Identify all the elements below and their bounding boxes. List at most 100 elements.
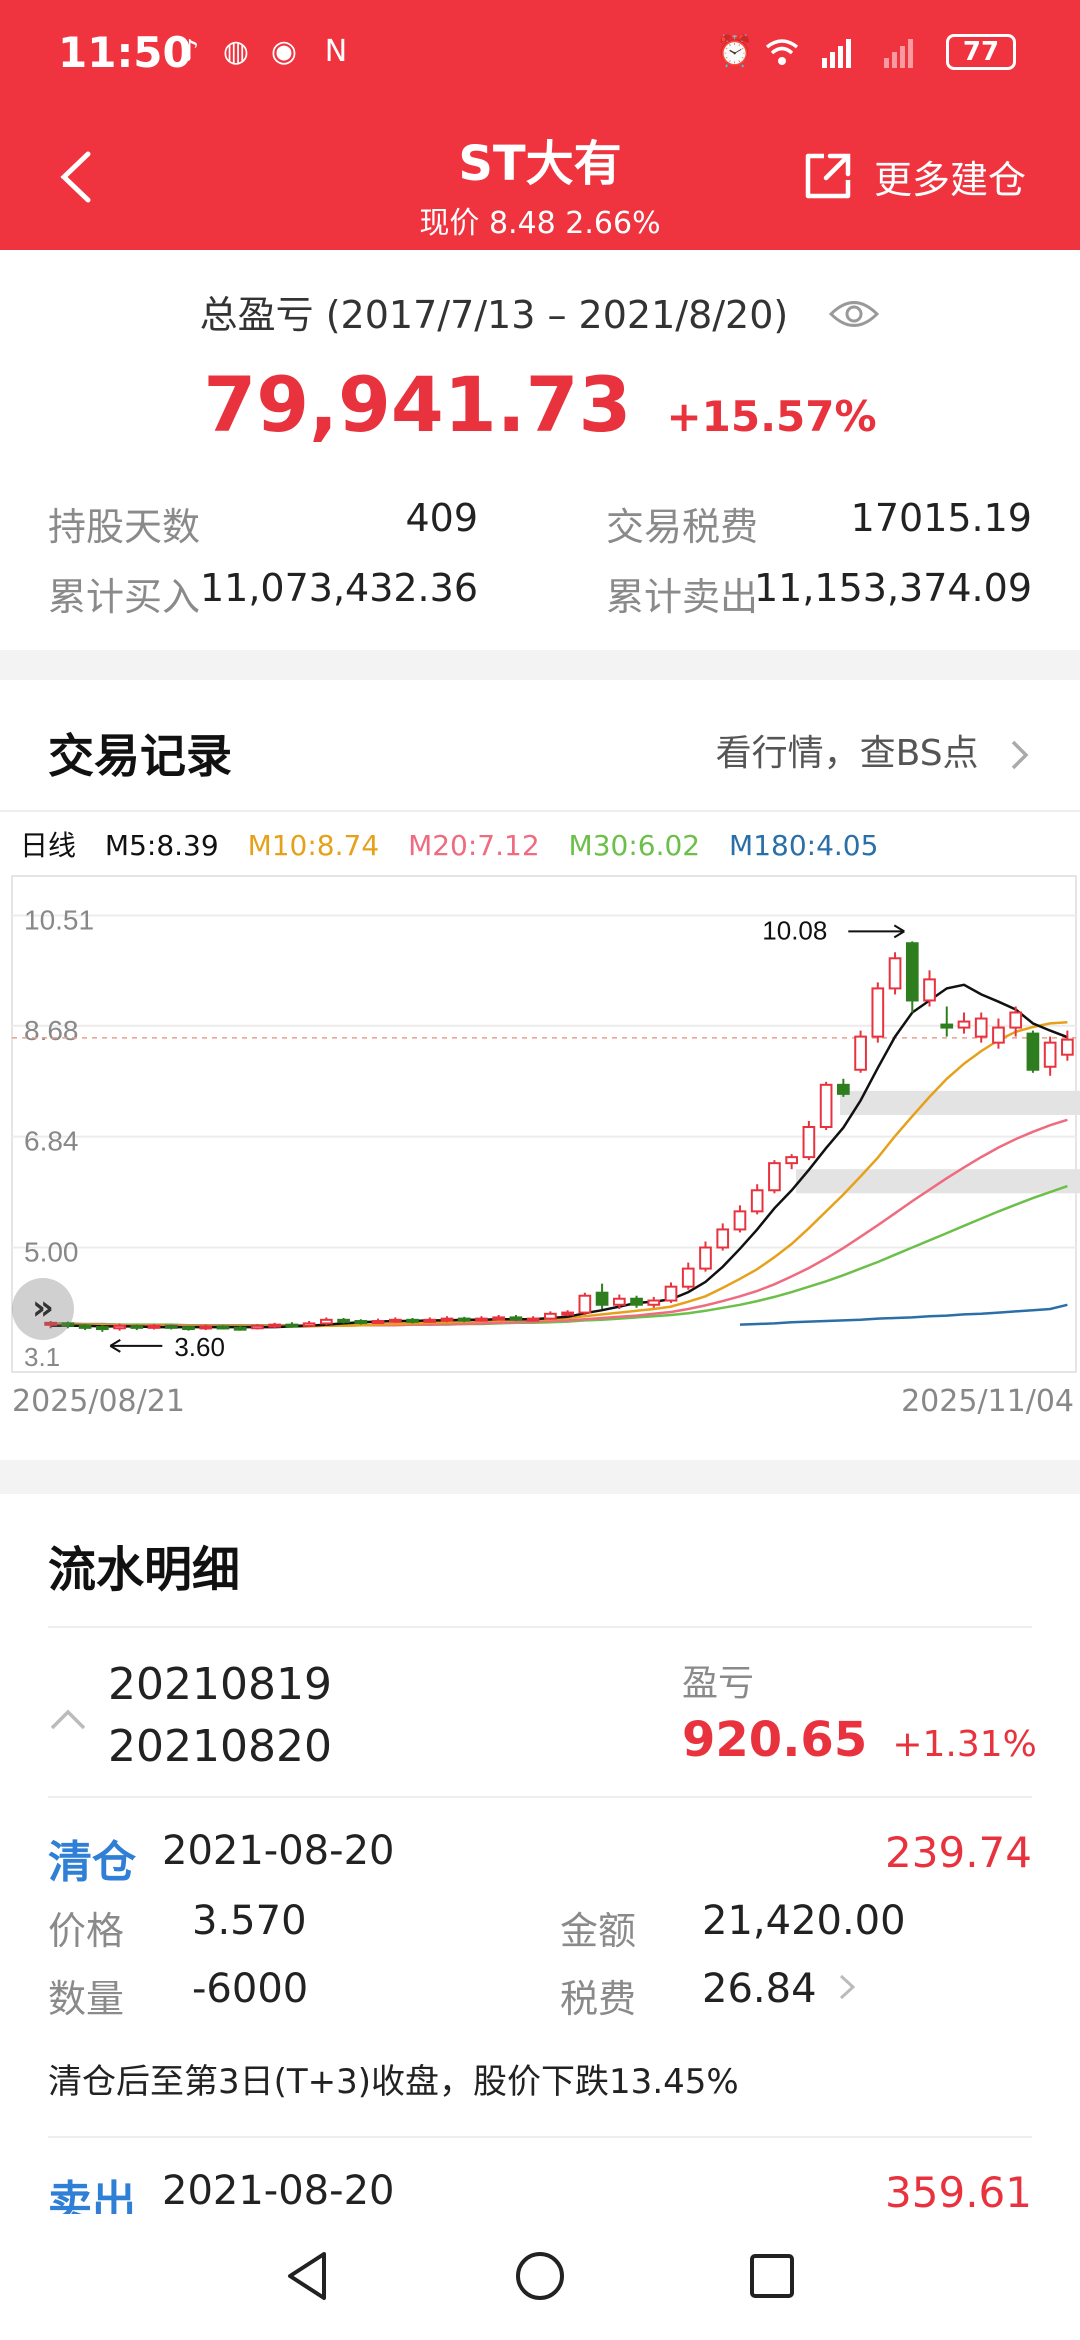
gap-band xyxy=(840,1090,1080,1115)
stat-label: 交易税费 xyxy=(606,505,759,549)
summary-card: 总盈亏 (2017/7/13 – 2021/8/20) 79,941.73 +1… xyxy=(0,250,1080,650)
candle-up xyxy=(492,1316,506,1321)
eye-icon[interactable] xyxy=(828,296,880,340)
candle-up xyxy=(302,1322,316,1327)
fee-label: 税费 xyxy=(560,1977,637,2021)
signal-5g-icon xyxy=(818,34,854,70)
candle-down xyxy=(837,1083,850,1095)
ma-line-m30 xyxy=(50,1184,1068,1327)
candle-up xyxy=(1061,1038,1074,1056)
candle-up xyxy=(819,1083,833,1128)
candle-up xyxy=(974,1017,988,1038)
eye-notification-icon: ◉ xyxy=(270,34,298,69)
stat-fees: 交易税费 17015.19 xyxy=(606,496,1032,551)
title-block: ST大有 现价 8.48 2.66% xyxy=(300,124,780,242)
candle-up xyxy=(699,1246,712,1270)
nfc-icon: Ν xyxy=(324,34,348,69)
candle-up xyxy=(44,1321,57,1326)
total-pnl-value: 79,941.73 xyxy=(203,360,632,449)
high-arrow-head xyxy=(893,924,905,939)
chart-frame xyxy=(11,875,1077,1373)
candle-down xyxy=(940,1023,954,1029)
price-label: 价格 xyxy=(48,1909,125,1953)
candle-up xyxy=(716,1228,730,1249)
y-tick-label: 8.68 xyxy=(24,1015,79,1046)
candle-down xyxy=(130,1324,144,1329)
tx-amount: 359.61 xyxy=(885,2168,1032,2217)
tx-date: 2021-08-20 xyxy=(162,1828,395,1874)
candle-down xyxy=(354,1320,368,1325)
ma-line-m180 xyxy=(739,1303,1068,1326)
period-text: 总盈亏 (2017/7/13 – 2021/8/20) xyxy=(199,293,789,337)
legend-m5: M5:8.39 xyxy=(104,829,219,862)
candle-up xyxy=(1009,1011,1023,1029)
nav-back-icon[interactable] xyxy=(280,2248,336,2308)
candle-up xyxy=(992,1026,1005,1044)
fee-amount: 26.84 xyxy=(702,1966,817,2012)
expand-chart-button[interactable]: » xyxy=(12,1278,74,1340)
legend-m180: M180:4.05 xyxy=(729,829,879,862)
candle-down xyxy=(337,1318,350,1323)
nav-recents-icon[interactable] xyxy=(744,2248,800,2308)
trade-records-card: 交易记录 看行情，查BS点 日线 M5:8.39 M10:8.74 M20:7.… xyxy=(0,680,1080,1460)
candle-down xyxy=(78,1324,92,1329)
sum-value: 21,420.00 xyxy=(702,1898,906,1944)
more-positions-button[interactable]: 更多建仓 xyxy=(800,148,1026,204)
period-line: 总盈亏 (2017/7/13 – 2021/8/20) xyxy=(0,284,1080,340)
group-pnl-percent: +1.31% xyxy=(892,1724,1037,1765)
candle-up xyxy=(544,1312,557,1320)
candle-down xyxy=(630,1297,643,1306)
app-header: 11:50 ♪ ◍ ◉ Ν ⏰ 77 ST大有 现价 8.48 2.66% 更多… xyxy=(0,0,1080,250)
trade-records-title: 交易记录 xyxy=(48,729,232,783)
ma-line-m5 xyxy=(50,983,1068,1329)
group-date-end: 20210820 xyxy=(108,1721,332,1772)
candle-up xyxy=(612,1297,626,1306)
stock-title: ST大有 xyxy=(458,136,622,192)
flow-title: 流水明细 xyxy=(48,1542,241,1598)
app-notification-icon: ◍ xyxy=(222,34,250,69)
kline-chart[interactable]: 10.51 8.68 6.84 5.00 3.1 10.08 3.60 xyxy=(0,862,1080,1382)
total-pnl-percent: +15.57% xyxy=(666,392,877,441)
candle-down xyxy=(164,1324,178,1329)
y-tick-label: 3.1 xyxy=(24,1342,60,1372)
collapse-chevron-icon[interactable] xyxy=(48,1704,88,1738)
group-dates[interactable]: 20210819 20210820 xyxy=(108,1654,332,1778)
candle-down xyxy=(95,1326,109,1331)
candle-up xyxy=(561,1311,574,1316)
price-value: 3.570 xyxy=(192,1898,307,1944)
candle-up xyxy=(802,1126,816,1159)
candle-up xyxy=(923,978,936,1002)
group-date-start: 20210819 xyxy=(108,1659,332,1710)
group-pnl: 920.65 +1.31% xyxy=(682,1712,1037,1768)
candle-up xyxy=(647,1299,661,1306)
candle-down xyxy=(1026,1032,1040,1071)
tx-amount: 239.74 xyxy=(885,1828,1032,1877)
view-quotes-link[interactable]: 看行情，查BS点 xyxy=(716,724,1034,776)
legend-m30: M30:6.02 xyxy=(568,829,701,862)
fee-value[interactable]: 26.84 xyxy=(702,1966,859,2012)
y-tick-label: 6.84 xyxy=(24,1126,79,1157)
nav-home-icon[interactable] xyxy=(512,2248,568,2308)
ma-line-m20 xyxy=(50,1118,1068,1328)
status-bar: 11:50 ♪ ◍ ◉ Ν ⏰ 77 xyxy=(0,0,1080,110)
candle-up xyxy=(1043,1041,1057,1068)
y-tick-label: 5.00 xyxy=(24,1237,79,1268)
candle-up xyxy=(147,1324,161,1329)
stat-value: 11,073,432.36 xyxy=(199,566,478,610)
candle-up xyxy=(957,1020,971,1029)
stat-value: 17015.19 xyxy=(850,496,1032,540)
sum-label: 金额 xyxy=(560,1909,637,1953)
candle-down xyxy=(216,1325,230,1330)
high-price-label: 10.08 xyxy=(762,915,827,945)
candle-up xyxy=(768,1162,781,1192)
flow-detail-card: 流水明细 20210819 20210820 盈亏 920.65 +1.31% … xyxy=(0,1494,1080,2228)
tx-type-clear: 清仓 xyxy=(48,1837,136,1888)
candle-up xyxy=(750,1189,764,1213)
candle-up xyxy=(664,1285,678,1302)
candle-up xyxy=(871,987,885,1038)
status-time: 11:50 xyxy=(58,28,192,77)
back-button[interactable] xyxy=(50,142,110,212)
candle-up xyxy=(199,1325,213,1330)
stat-label: 累计买入 xyxy=(48,575,201,619)
group-pnl-label: 盈亏 xyxy=(682,1663,755,1704)
